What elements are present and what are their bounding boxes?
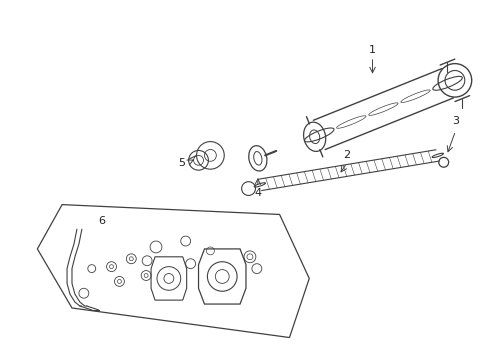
Text: 6: 6: [98, 216, 105, 226]
Text: 1: 1: [368, 45, 375, 55]
Text: 5: 5: [178, 158, 185, 168]
Text: 3: 3: [451, 116, 458, 126]
Text: 2: 2: [343, 150, 350, 161]
Text: 4: 4: [254, 188, 261, 198]
